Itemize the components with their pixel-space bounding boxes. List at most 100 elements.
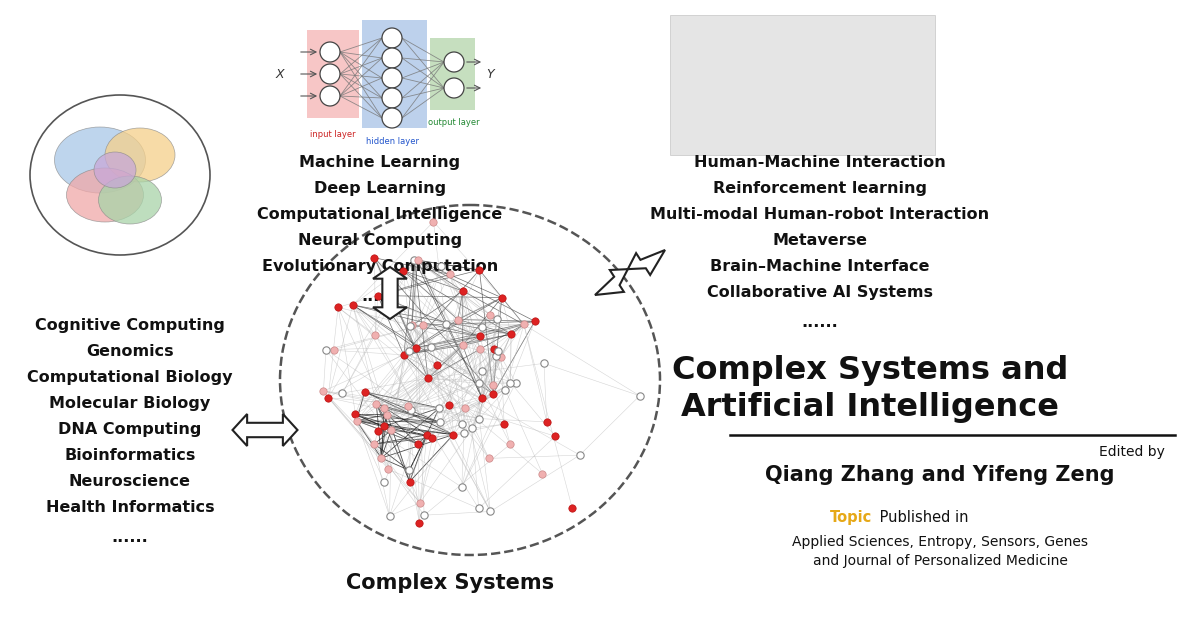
Point [454, 286, 473, 296]
Point [486, 351, 505, 361]
Point [368, 427, 388, 437]
Circle shape [382, 68, 402, 88]
Text: Molecular Biology: Molecular Biology [49, 396, 211, 411]
Text: Neuroscience: Neuroscience [70, 474, 191, 489]
Point [410, 498, 430, 508]
Circle shape [444, 78, 464, 98]
Point [526, 316, 545, 326]
Point [400, 321, 419, 331]
Point [400, 477, 419, 487]
Point [365, 439, 384, 449]
Point [496, 385, 515, 395]
Text: Bioinformatics: Bioinformatics [65, 448, 196, 463]
Point [630, 391, 649, 401]
Text: Reinforcement learning: Reinforcement learning [713, 181, 928, 196]
Point [436, 319, 455, 329]
FancyBboxPatch shape [430, 38, 475, 110]
Point [380, 511, 400, 521]
Point [424, 217, 443, 227]
Point [367, 399, 386, 409]
Point [431, 418, 450, 428]
Polygon shape [373, 267, 407, 319]
Text: DNA Computing: DNA Computing [59, 422, 202, 437]
FancyBboxPatch shape [307, 30, 359, 118]
Point [374, 403, 394, 413]
Text: input layer: input layer [310, 130, 356, 139]
Point [439, 400, 458, 410]
Point [382, 425, 401, 435]
Point [329, 302, 348, 312]
Text: Computational Biology: Computational Biology [28, 370, 233, 385]
Point [406, 343, 425, 353]
Point [404, 255, 424, 265]
Text: Complex Systems: Complex Systems [346, 573, 554, 593]
Point [470, 331, 490, 341]
Point [538, 417, 557, 427]
Point [480, 454, 499, 464]
Point [430, 403, 449, 413]
Point [449, 314, 468, 324]
Ellipse shape [98, 176, 162, 224]
Point [492, 352, 511, 362]
Point [347, 416, 366, 426]
Polygon shape [595, 250, 665, 295]
Circle shape [382, 108, 402, 128]
FancyBboxPatch shape [670, 15, 935, 155]
Text: ......: ...... [112, 530, 149, 545]
Point [472, 366, 491, 376]
Ellipse shape [66, 168, 144, 222]
Point [368, 290, 388, 301]
Point [343, 300, 362, 310]
Point [488, 346, 508, 356]
Text: ......: ...... [802, 315, 839, 330]
Point [419, 374, 438, 384]
Point [494, 419, 514, 429]
Point [469, 503, 488, 513]
Point [456, 403, 475, 413]
Point [402, 321, 421, 331]
Point [422, 433, 442, 443]
Point [332, 388, 352, 398]
Point [469, 413, 488, 423]
Ellipse shape [54, 127, 145, 193]
Polygon shape [233, 414, 298, 446]
Point [472, 323, 491, 333]
Point [469, 377, 488, 387]
Point [515, 319, 534, 329]
Point [378, 410, 397, 420]
Point [378, 464, 397, 474]
Point [455, 428, 474, 438]
Circle shape [444, 52, 464, 72]
Ellipse shape [94, 152, 136, 188]
Circle shape [382, 88, 402, 108]
Circle shape [382, 48, 402, 68]
Text: ......: ...... [361, 289, 398, 304]
Point [366, 330, 385, 340]
Point [324, 345, 343, 355]
Point [485, 344, 504, 354]
Text: Complex Systems and
Artificial Intelligence: Complex Systems and Artificial Intellige… [672, 355, 1068, 423]
Text: Multi-modal Human-robot Interaction: Multi-modal Human-robot Interaction [650, 207, 990, 222]
Circle shape [320, 64, 340, 84]
Circle shape [382, 28, 402, 48]
FancyBboxPatch shape [362, 20, 427, 128]
Point [374, 421, 394, 432]
Text: Deep Learning: Deep Learning [314, 181, 446, 196]
Point [314, 386, 334, 396]
Point [421, 341, 440, 352]
Point [546, 431, 565, 441]
Point [432, 261, 451, 271]
Point [533, 469, 552, 479]
Ellipse shape [106, 128, 175, 182]
Point [502, 329, 521, 340]
Point [400, 346, 419, 356]
Point [452, 419, 472, 429]
Point [355, 387, 374, 397]
Point [372, 453, 391, 463]
Point [365, 253, 384, 263]
Point [481, 507, 500, 517]
Point [500, 439, 520, 449]
Text: output layer: output layer [428, 118, 480, 127]
Point [346, 410, 365, 420]
Point [317, 345, 336, 355]
